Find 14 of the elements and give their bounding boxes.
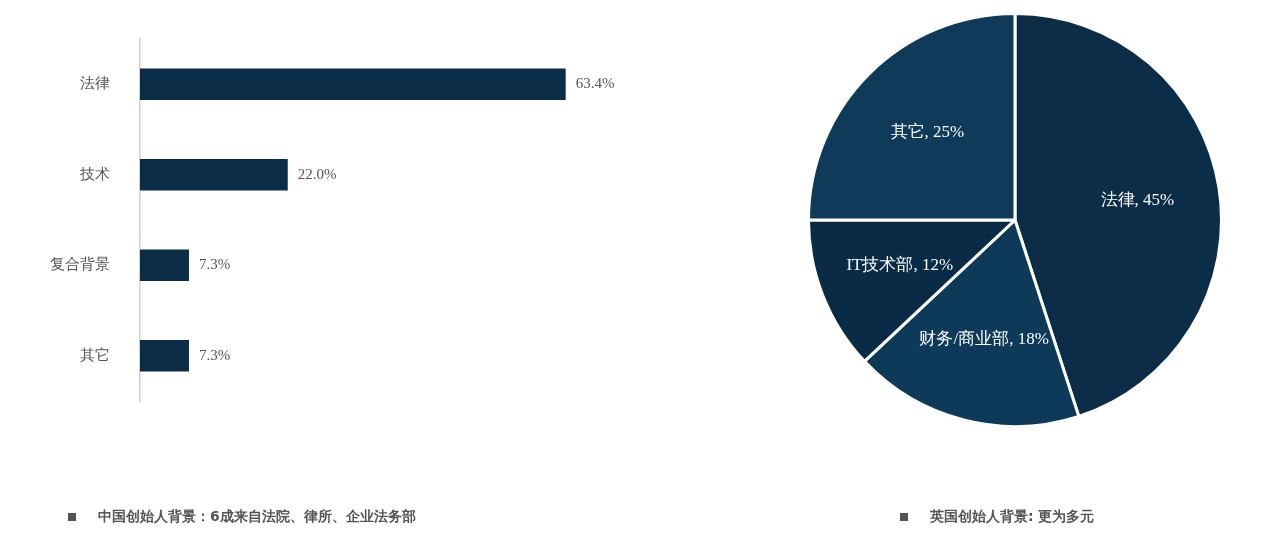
slice-label: IT技术部, 12%: [846, 255, 954, 275]
text: 英国创始人背景: 更为多元: [930, 508, 1095, 526]
y-tick-label: 其它: [80, 345, 110, 364]
y-tick-label: 复合背景: [50, 255, 110, 274]
slice-label: 法律, 45%: [1100, 190, 1175, 210]
data-label: 22.0%: [297, 165, 337, 182]
text: 中国创始人背景：6成来自法院、律所、企业法务部: [98, 508, 416, 526]
slice-label: 其它, 25%: [890, 121, 965, 141]
slice-label: 财务/商业部, 18%: [919, 329, 1049, 349]
data-label: 7.3%: [199, 256, 231, 273]
data-label: 63.4%: [575, 75, 615, 92]
data-label: 7.3%: [199, 346, 231, 363]
y-tick-label: 技术: [79, 164, 110, 183]
y-tick-label: 法律: [80, 74, 110, 93]
